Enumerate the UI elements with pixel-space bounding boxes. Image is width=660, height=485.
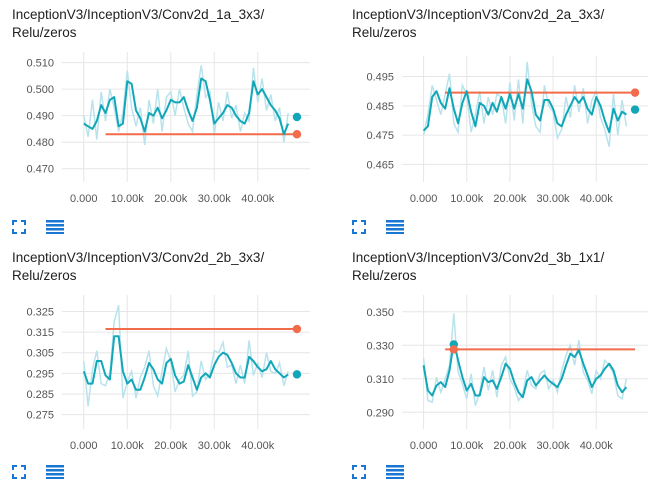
smoothed-series-line — [83, 77, 290, 136]
smoothed-series-line — [422, 340, 628, 399]
chart-panel-1: InceptionV3/InceptionV3/Conv2d_1a_3x3/ R… — [0, 0, 330, 242]
expand-button[interactable] — [352, 220, 366, 239]
x-tick-label: 20.00k — [493, 440, 527, 452]
x-tick-label: 10.00k — [450, 193, 484, 205]
series-end-marker — [292, 112, 302, 122]
expand-button[interactable] — [352, 465, 366, 484]
chart-panel-4: InceptionV3/InceptionV3/Conv2d_3b_1x1/ R… — [340, 243, 660, 485]
expand-icon — [12, 220, 26, 234]
line-chart: 0.510 0.500 0.490 0.480 0.470 0.000 10.00k 20.0… — [26, 52, 310, 205]
y-tick-label: 0.275 — [26, 410, 54, 422]
y-tick-label: 0.315 — [26, 327, 54, 339]
y-tick-label: 0.475 — [366, 130, 394, 142]
data-table-button[interactable] — [46, 465, 64, 484]
y-tick-label: 0.305 — [26, 348, 54, 360]
x-tick-label: 10.00k — [450, 440, 484, 452]
chart-title: InceptionV3/InceptionV3/Conv2d_2b_3x3/ R… — [12, 250, 265, 283]
series-end-marker — [292, 130, 302, 139]
chart-title: InceptionV3/InceptionV3/Conv2d_2a_3x3/ R… — [352, 7, 605, 40]
expand-icon — [352, 220, 366, 234]
line-chart: 0.495 0.485 0.475 0.465 0.000 10.00k 20.00k 30.… — [366, 56, 648, 205]
chart-panel-2: InceptionV3/InceptionV3/Conv2d_2a_3x3/ R… — [340, 0, 660, 242]
x-tick-label: 0.000 — [70, 193, 98, 205]
expand-button[interactable] — [12, 220, 26, 239]
y-tick-label: 0.495 — [366, 72, 394, 84]
chart-panel-3: InceptionV3/InceptionV3/Conv2d_2b_3x3/ R… — [0, 243, 330, 485]
series-end-marker — [630, 88, 640, 97]
x-tick-label: 20.00k — [154, 193, 188, 205]
x-tick-label: 40.00k — [580, 440, 614, 452]
y-tick-label: 0.490 — [26, 111, 54, 123]
y-tick-label: 0.510 — [26, 58, 54, 70]
data-table-icon — [46, 220, 64, 234]
x-tick-label: 40.00k — [241, 440, 275, 452]
chart-title: InceptionV3/InceptionV3/Conv2d_1a_3x3/ R… — [12, 7, 265, 40]
x-tick-label: 20.00k — [154, 440, 188, 452]
data-table-button[interactable] — [46, 220, 64, 239]
y-tick-label: 0.465 — [366, 159, 394, 171]
data-table-icon — [46, 465, 64, 479]
expand-icon — [12, 465, 26, 479]
line-chart: 0.350 0.330 0.310 0.290 0.000 10.00k 20.00k 30.… — [366, 295, 648, 452]
y-tick-label: 0.485 — [366, 101, 394, 113]
x-tick-label: 30.00k — [537, 440, 571, 452]
chart-title: InceptionV3/InceptionV3/Conv2d_3b_1x1/ R… — [352, 250, 605, 283]
x-tick-label: 20.00k — [493, 193, 527, 205]
x-tick-label: 40.00k — [241, 193, 275, 205]
series-end-marker — [292, 370, 302, 379]
data-table-icon — [386, 465, 404, 479]
x-tick-label: 30.00k — [198, 440, 232, 452]
x-tick-label: 30.00k — [537, 193, 571, 205]
data-table-icon — [386, 220, 404, 234]
y-tick-label: 0.310 — [366, 374, 394, 386]
x-tick-label: 30.00k — [198, 193, 232, 205]
y-tick-label: 0.285 — [26, 389, 54, 401]
x-tick-label: 0.000 — [410, 193, 438, 205]
y-tick-label: 0.470 — [26, 164, 54, 176]
expand-button[interactable] — [12, 465, 26, 484]
x-tick-label: 0.000 — [410, 440, 438, 452]
y-tick-label: 0.290 — [366, 407, 394, 419]
series-end-marker — [630, 105, 640, 114]
series-end-marker — [292, 324, 302, 334]
data-table-button[interactable] — [386, 465, 404, 484]
data-table-button[interactable] — [386, 220, 404, 239]
smoothed-series-line — [422, 78, 627, 134]
raw-series-line — [83, 65, 289, 145]
raw-series-line — [83, 305, 289, 407]
smoothed-series-line — [82, 335, 289, 391]
line-chart: 0.325 0.315 0.305 0.295 0.285 0.275 0.000 10.00… — [26, 295, 310, 452]
x-tick-label: 10.00k — [111, 440, 145, 452]
y-tick-label: 0.295 — [26, 368, 54, 380]
x-tick-label: 0.000 — [70, 440, 98, 452]
y-tick-label: 0.330 — [366, 340, 394, 352]
series-end-marker — [449, 345, 458, 354]
y-tick-label: 0.500 — [26, 84, 54, 96]
expand-icon — [352, 465, 366, 479]
y-tick-label: 0.350 — [366, 307, 394, 319]
x-tick-label: 10.00k — [111, 193, 145, 205]
x-tick-label: 40.00k — [580, 193, 614, 205]
y-tick-label: 0.480 — [26, 137, 54, 149]
raw-series-line — [422, 313, 628, 406]
y-tick-label: 0.325 — [26, 306, 54, 318]
